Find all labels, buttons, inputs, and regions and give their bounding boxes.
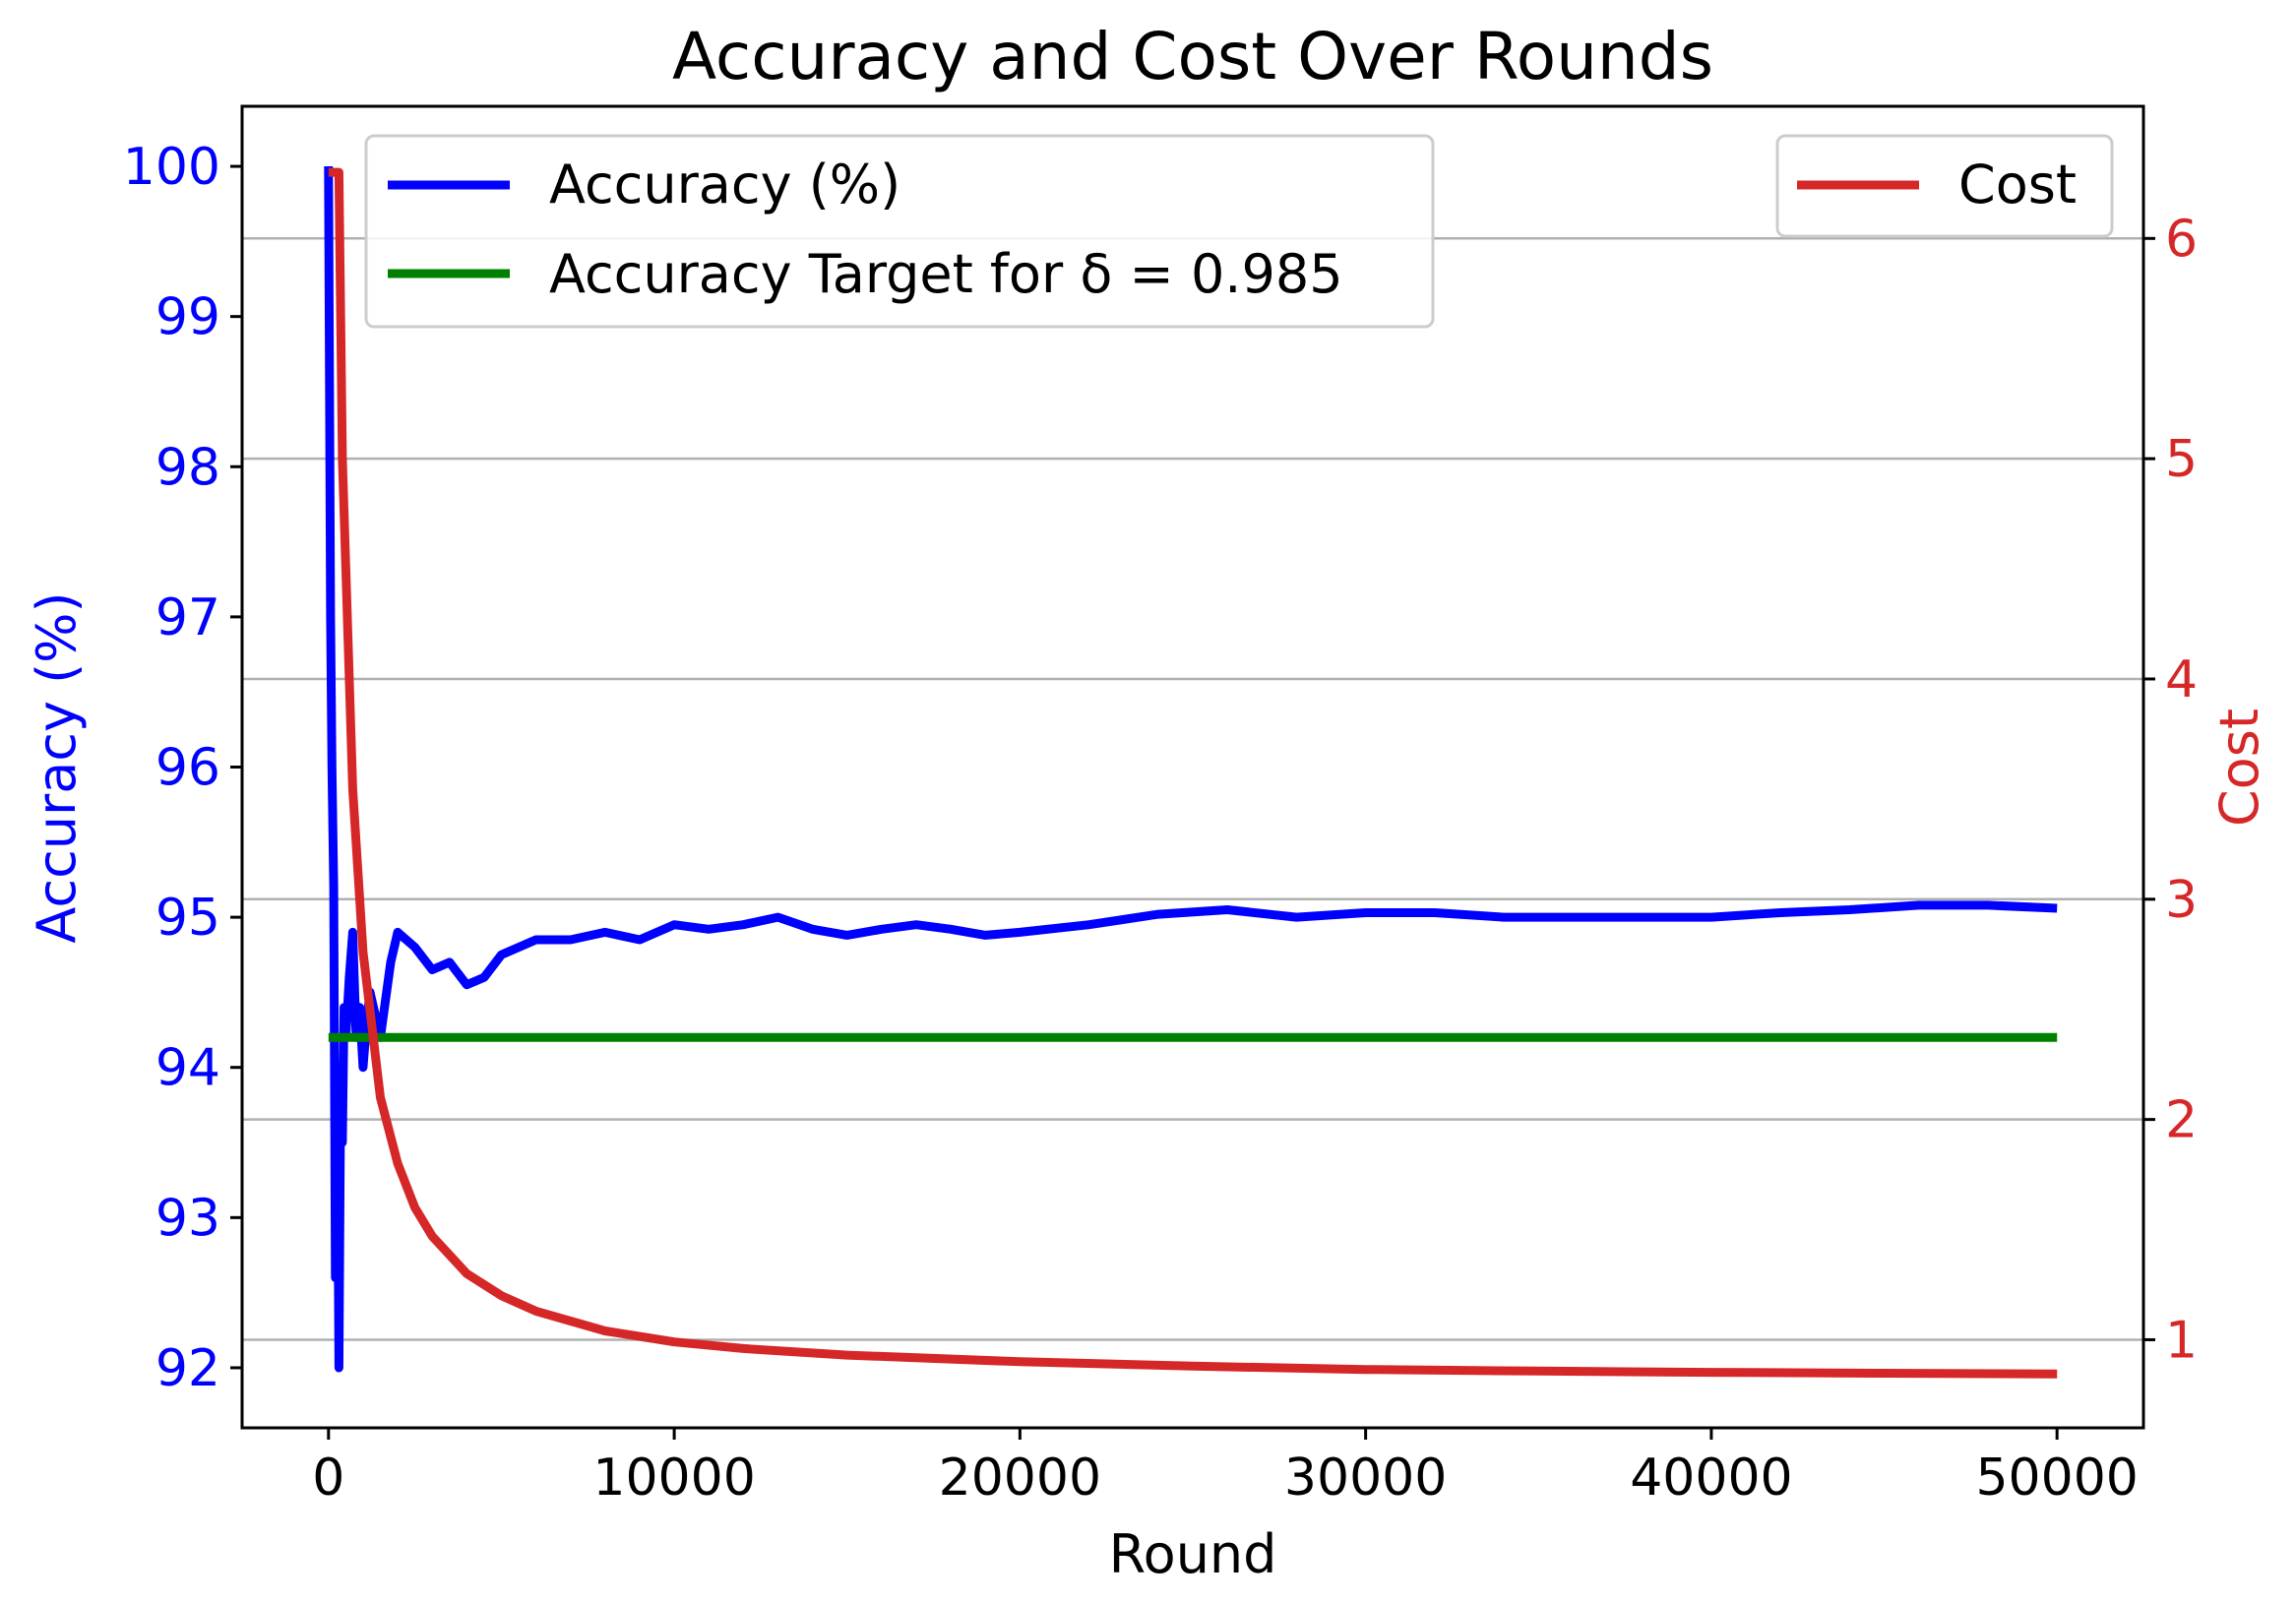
y-left-tick-label: 93 (155, 1189, 220, 1248)
legend-left-box (364, 134, 1435, 329)
y-right-tick-label: 2 (2165, 1091, 2198, 1150)
legend-label-accuracy: Accuracy (%) (549, 154, 900, 216)
x-tick-label: 10000 (592, 1449, 755, 1508)
right-y-axis-label: Cost (2208, 709, 2270, 827)
legend-label-cost: Cost (1958, 154, 2077, 216)
left-y-axis: 92 93 94 95 96 97 98 99 100 (123, 138, 242, 1398)
x-axis: 0 10000 20000 30000 40000 50000 (312, 1428, 2139, 1508)
left-y-axis-label: Accuracy (%) (26, 591, 88, 943)
y-left-tick-label: 99 (155, 288, 220, 347)
x-axis-label: Round (1109, 1523, 1277, 1585)
x-tick-label: 20000 (939, 1449, 1101, 1508)
x-tick-label: 30000 (1284, 1449, 1447, 1508)
y-left-tick-label: 100 (123, 138, 220, 197)
y-right-tick-label: 3 (2165, 871, 2198, 930)
y-right-tick-label: 6 (2165, 210, 2198, 269)
x-tick-label: 50000 (1975, 1449, 2138, 1508)
legend-right: Cost (1775, 134, 2114, 238)
x-tick-label: 40000 (1630, 1449, 1792, 1508)
y-left-tick-label: 92 (155, 1339, 220, 1398)
y-right-tick-label: 1 (2165, 1311, 2198, 1370)
y-right-tick-label: 5 (2165, 430, 2198, 489)
right-y-axis: 1 2 3 4 5 6 (2143, 210, 2198, 1370)
y-left-tick-label: 95 (155, 889, 220, 948)
y-left-tick-label: 94 (155, 1039, 220, 1098)
chart-title: Accuracy and Cost Over Rounds (672, 19, 1713, 94)
legend-left: Accuracy (%) Accuracy Target for δ = 0.9… (364, 134, 1435, 329)
x-tick-label: 0 (312, 1449, 344, 1508)
plot-area (324, 165, 2058, 1379)
legend-label-target: Accuracy Target for δ = 0.985 (549, 243, 1343, 305)
y-left-tick-label: 98 (155, 438, 220, 497)
y-left-tick-label: 96 (155, 739, 220, 798)
y-left-tick-label: 97 (155, 588, 220, 647)
accuracy-line (324, 165, 2058, 1373)
y-right-tick-label: 4 (2165, 650, 2198, 709)
cost-line (328, 167, 2058, 1379)
legend-right-box (1775, 134, 2114, 238)
